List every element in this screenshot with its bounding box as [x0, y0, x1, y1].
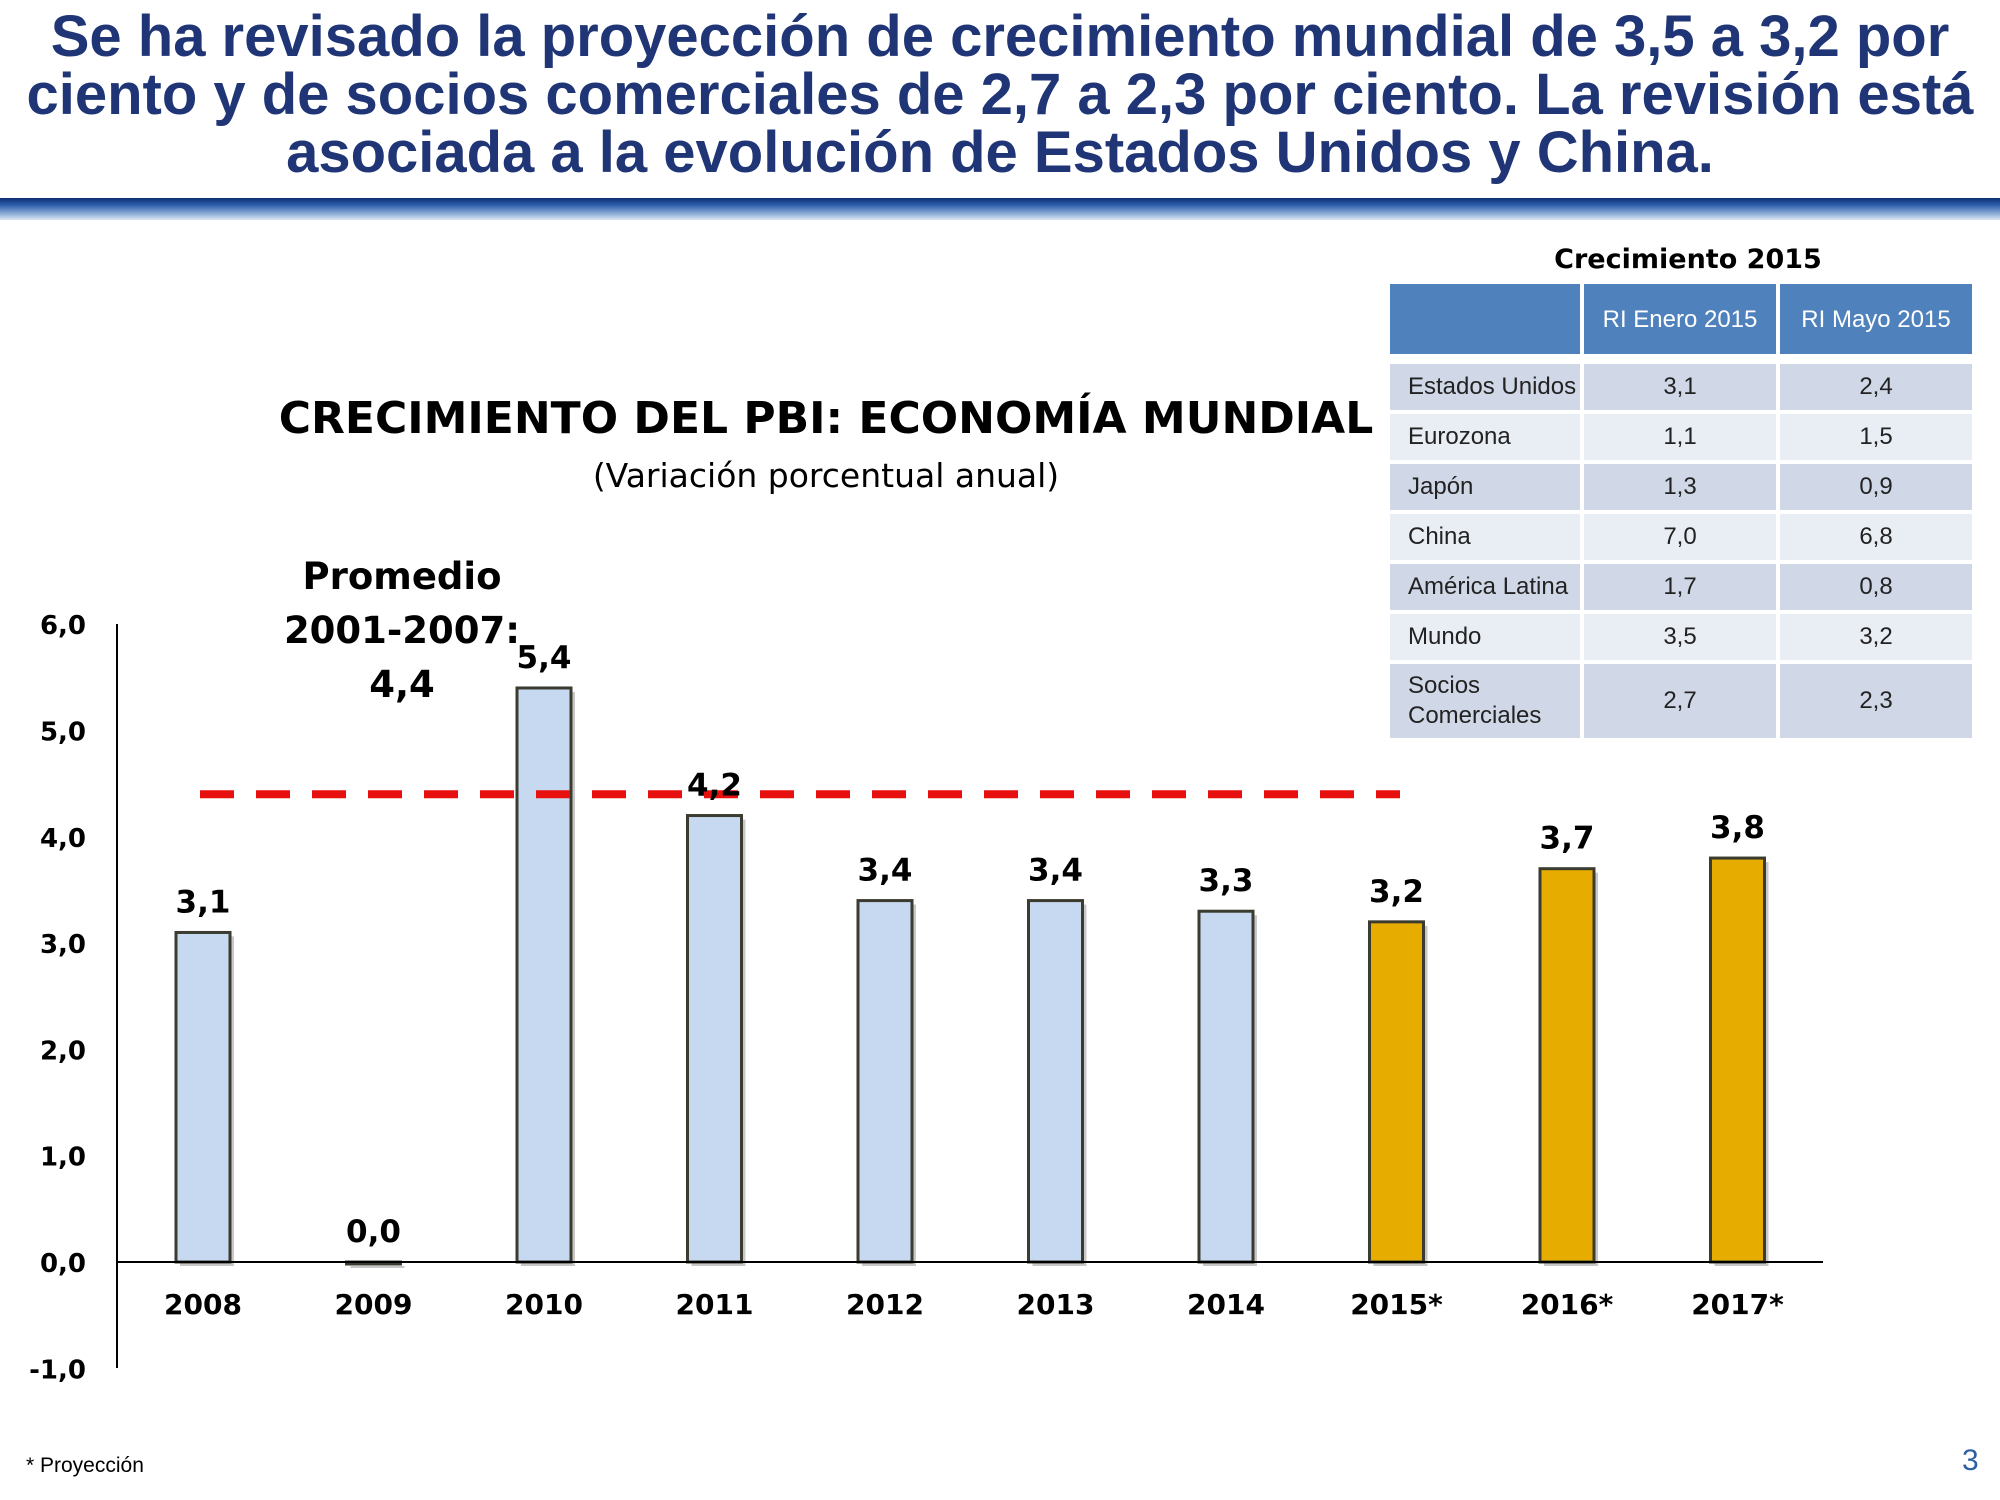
table-header-blank: [1390, 284, 1580, 354]
mayo-value: 1,5: [1780, 414, 1972, 460]
row-label: Socios Comerciales: [1390, 664, 1580, 738]
bar: [1368, 920, 1425, 1264]
data-label: 5,4: [517, 640, 572, 676]
average-label-line: 4,4: [369, 663, 435, 706]
average-label: Promedio 2001-2007: 4,4: [284, 555, 520, 706]
data-label: 3,2: [1369, 874, 1424, 910]
mayo-value: 3,2: [1780, 614, 1972, 660]
row-label: Japón: [1390, 464, 1580, 510]
x-tick-label: 2010: [505, 1288, 583, 1321]
table-header-enero: RI Enero 2015: [1584, 284, 1776, 354]
table-caption: Crecimiento 2015: [1554, 244, 1822, 275]
table-row: Estados Unidos 3,1 2,4: [1390, 364, 1972, 410]
table-header-mayo: RI Mayo 2015: [1780, 284, 1972, 354]
bar: [1709, 856, 1766, 1264]
table-body: Estados Unidos 3,1 2,4 Eurozona 1,1 1,5 Japón 1…: [1390, 358, 1972, 738]
data-label: 0,0: [346, 1214, 401, 1250]
data-label: 3,4: [1028, 853, 1083, 889]
y-tick-label: 6,0: [40, 611, 86, 641]
footnote: * Proyección: [26, 1454, 144, 1477]
y-tick-label: 5,0: [40, 718, 86, 748]
bar: [1197, 909, 1255, 1264]
slide-headline: Se ha revisado la proyección de crecimie…: [26, 4, 1974, 185]
x-tick-label: 2014: [1187, 1288, 1265, 1321]
y-tick-label: 4,0: [40, 824, 86, 854]
enero-value: 3,5: [1584, 614, 1776, 660]
data-label: 3,7: [1540, 821, 1595, 857]
chart-subtitle: (Variación porcentual anual): [593, 456, 1059, 495]
average-label-line: 2001-2007:: [284, 609, 520, 652]
row-label: China: [1390, 514, 1580, 560]
x-tick-label: 2016*: [1521, 1288, 1614, 1321]
row-label: Estados Unidos: [1390, 364, 1580, 410]
x-tick-label: 2017*: [1691, 1288, 1784, 1321]
y-tick-label: 1,0: [40, 1143, 86, 1173]
row-label: Eurozona: [1390, 414, 1580, 460]
bars: [174, 686, 1769, 1268]
enero-value: 7,0: [1584, 514, 1776, 560]
x-tick-label: 2015*: [1350, 1288, 1443, 1321]
y-tick-label: -1,0: [29, 1355, 86, 1385]
mayo-value: 6,8: [1780, 514, 1972, 560]
table-row: Japón 1,3 0,9: [1390, 464, 1972, 510]
data-label: 3,8: [1710, 810, 1765, 846]
mayo-value: 0,8: [1780, 564, 1972, 610]
table-row: América Latina 1,7 0,8: [1390, 564, 1972, 610]
bar: [515, 686, 573, 1264]
bar-shadow: [350, 1266, 405, 1268]
chart-title: CRECIMIENTO DEL PBI: ECONOMÍA MUNDIAL: [279, 391, 1374, 444]
table-row: Mundo 3,5 3,2: [1390, 614, 1972, 660]
x-tick-label: 2013: [1017, 1288, 1095, 1321]
enero-value: 1,1: [1584, 414, 1776, 460]
row-label: América Latina: [1390, 564, 1580, 610]
data-label: 3,3: [1199, 863, 1254, 899]
data-label: 3,4: [858, 853, 913, 889]
data-label: 4,2: [687, 768, 742, 804]
enero-value: 1,7: [1584, 564, 1776, 610]
page-number: 3: [1962, 1444, 1979, 1477]
data-labels: 3,1 0,0 5,4 4,2 3,4 3,4 3,3 3,2 3,7 3,8: [176, 640, 1765, 1250]
y-tick-label: 3,0: [40, 930, 86, 960]
table-row: China 7,0 6,8: [1390, 514, 1972, 560]
axes: [116, 624, 1823, 1368]
enero-value: 2,7: [1584, 664, 1776, 738]
bar: [856, 899, 914, 1264]
data-label: 3,1: [176, 884, 231, 920]
average-label-line: Promedio: [302, 555, 501, 598]
bar: [174, 930, 232, 1264]
row-label: Mundo: [1390, 614, 1580, 660]
mayo-value: 2,3: [1780, 664, 1972, 738]
y-tick-label: 0,0: [40, 1249, 86, 1279]
y-tick-label: 2,0: [40, 1036, 86, 1066]
mayo-value: 2,4: [1780, 364, 1972, 410]
enero-value: 1,3: [1584, 464, 1776, 510]
bar: [1027, 899, 1084, 1264]
y-axis-ticks: 6,0 5,0 4,0 3,0 2,0 1,0 0,0 -1,0: [29, 611, 86, 1385]
table-row: Socios Comerciales 2,7 2,3: [1390, 664, 1972, 738]
title-divider: [0, 198, 2000, 220]
bar: [686, 814, 743, 1264]
x-tick-label: 2011: [676, 1288, 754, 1321]
x-axis-labels: 2008 2009 2010 2011 2012 2013 2014 2015* 2016* 20…: [164, 1288, 1784, 1321]
growth-2015-table: RI Enero 2015 RI Mayo 2015 Estados Unido…: [1386, 280, 1976, 742]
x-tick-label: 2012: [846, 1288, 924, 1321]
x-tick-label: 2009: [335, 1288, 413, 1321]
table-row: Eurozona 1,1 1,5: [1390, 414, 1972, 460]
enero-value: 3,1: [1584, 364, 1776, 410]
bar: [1538, 867, 1596, 1264]
mayo-value: 0,9: [1780, 464, 1972, 510]
x-tick-label: 2008: [164, 1288, 242, 1321]
